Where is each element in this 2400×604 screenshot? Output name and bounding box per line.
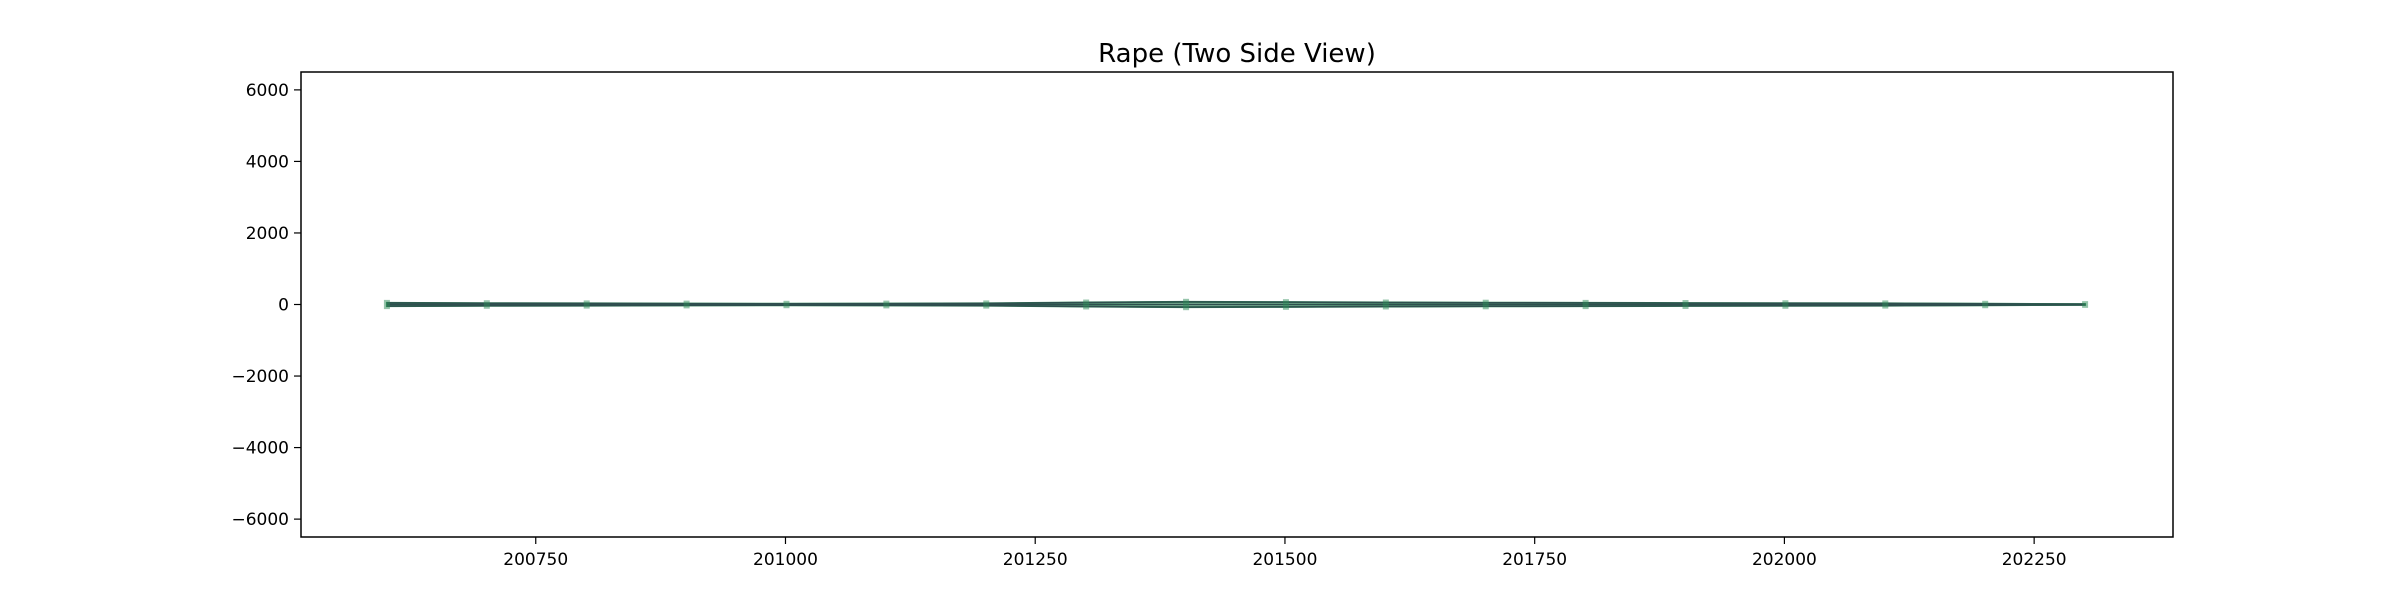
data-point — [2082, 301, 2089, 308]
data-point — [1982, 300, 1989, 309]
data-point — [783, 300, 790, 309]
y-tick-label: 0 — [278, 296, 289, 316]
y-axis: 6000 4000 2000 0 −2000 −4000 −6000 — [231, 81, 301, 530]
x-tick-label: 201750 — [1502, 550, 1567, 570]
data-point — [1682, 300, 1689, 309]
data-point — [1482, 299, 1489, 310]
data-point — [1183, 298, 1190, 311]
data-point — [1782, 300, 1789, 309]
x-axis: 200750 201000 201250 201500 201750 202000 2022… — [503, 537, 2067, 570]
data-point — [1382, 299, 1389, 310]
data-point — [483, 300, 490, 309]
y-tick-label: −6000 — [231, 510, 289, 530]
data-point — [1282, 299, 1289, 310]
data-point — [583, 300, 590, 309]
y-tick-label: 6000 — [246, 81, 289, 101]
y-tick-label: −4000 — [231, 439, 289, 459]
x-tick-label: 201500 — [1252, 550, 1317, 570]
y-tick-label: −2000 — [231, 367, 289, 387]
data-point — [1882, 300, 1889, 309]
data-layer — [383, 298, 2089, 311]
chart-title: Rape (Two Side View) — [1098, 39, 1376, 69]
series-line-lower — [386, 304, 2086, 308]
data-point — [383, 299, 390, 310]
x-tick-label: 201250 — [1003, 550, 1068, 570]
x-tick-label: 200750 — [503, 550, 568, 570]
data-point — [983, 300, 990, 309]
x-tick-label: 201000 — [753, 550, 818, 570]
y-tick-label: 2000 — [246, 224, 289, 244]
y-tick-label: 4000 — [246, 152, 289, 172]
data-point — [1582, 299, 1589, 310]
data-point — [1083, 299, 1090, 310]
data-point — [883, 300, 890, 309]
data-point — [683, 300, 690, 309]
series-line-upper — [386, 301, 2086, 305]
x-tick-label: 202000 — [1752, 550, 1817, 570]
x-tick-label: 202250 — [2002, 550, 2067, 570]
